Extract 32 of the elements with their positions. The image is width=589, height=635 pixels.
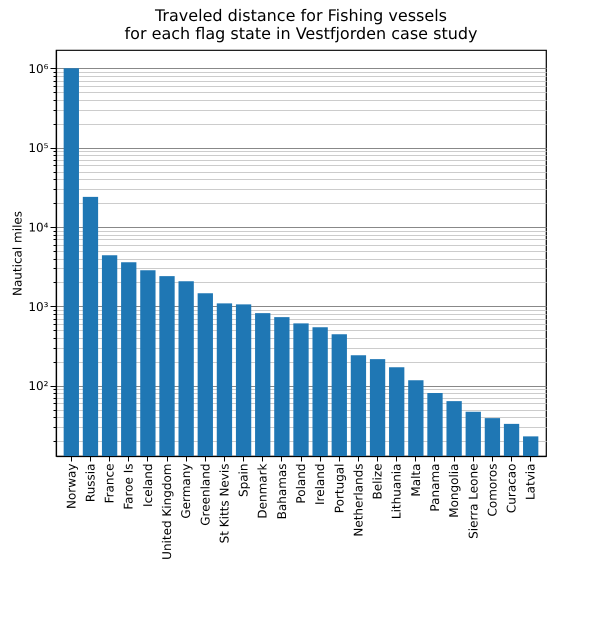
x-tick-label: Malta: [408, 464, 423, 497]
y-tick-label: 10⁴: [28, 220, 49, 234]
x-tick-label: Mongolia: [447, 464, 462, 518]
x-tick-label: Latvia: [524, 464, 538, 500]
y-axis-title: Nautical miles: [10, 210, 24, 296]
x-tick-label: Portugal: [332, 464, 346, 514]
x-tick-label: St Kitts Nevis: [217, 464, 232, 544]
x-tick-label: Germany: [179, 464, 194, 519]
x-tick-label: Netherlands: [351, 464, 366, 537]
y-tick-label: 10⁶: [28, 62, 49, 76]
x-tick-label: Greenland: [198, 464, 212, 526]
x-tick-label: Curacao: [504, 464, 519, 514]
x-tick-label: Spain: [236, 464, 251, 498]
x-tick-label: Lithuania: [390, 464, 404, 520]
x-tick-label: Russia: [83, 464, 98, 502]
x-tick-label: Iceland: [140, 464, 155, 507]
x-tick-label: Poland: [294, 464, 308, 504]
x-tick-label: Belize: [370, 464, 385, 500]
x-tick-label: Sierra Leone: [466, 464, 480, 539]
chart-title: Traveled distance for Fishing vessels for each flag state in Vestfjorden case study: [124, 6, 478, 43]
y-tick-label: 10²: [28, 379, 49, 394]
y-tick-label: 10⁵: [28, 141, 49, 156]
x-tick-label: Norway: [64, 464, 78, 510]
x-tick-label: Panama: [428, 464, 442, 512]
x-tick-label: United Kingdom: [160, 464, 174, 560]
x-tick-label: Bahamas: [274, 464, 289, 520]
x-tick-label: Ireland: [313, 464, 328, 506]
x-tick-label: Comoros: [485, 464, 500, 517]
y-tick-label: 10³: [28, 300, 49, 314]
x-tick-label: Faroe Is: [122, 464, 136, 510]
x-tick-label: Denmark: [256, 463, 270, 519]
x-tick-label: France: [102, 464, 117, 504]
